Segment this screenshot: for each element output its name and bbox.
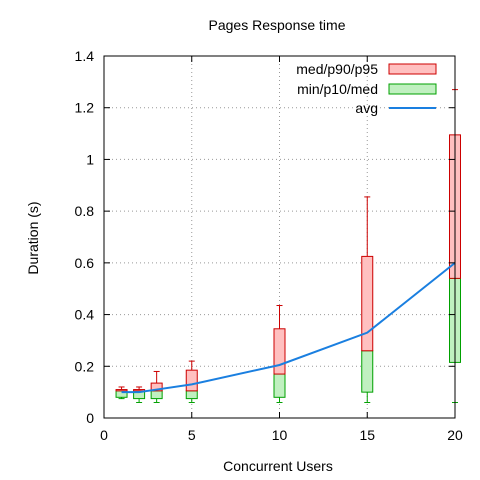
box-series [115,89,461,403]
x-tick-label: 0 [100,427,108,443]
y-tick-label: 0.2 [75,358,95,374]
avg-series [121,262,456,394]
y-tick-label: 1.4 [75,48,95,64]
x-axis-label: Concurrent Users [223,458,333,474]
y-tick-label: 0 [86,410,94,426]
lower-box [150,390,163,400]
x-tick-label: 5 [188,427,196,443]
lower-box [273,373,286,398]
y-tick-label: 1.2 [75,100,95,116]
y-tick-label: 0.6 [75,255,95,271]
x-tick-label: 15 [359,427,375,443]
avg-line [121,262,456,394]
y-axis-label: Duration (s) [25,201,41,274]
upper-box [361,255,374,352]
legend-label-upper-box: med/p90/p95 [296,61,378,77]
y-tick-label: 1 [86,151,94,167]
upper-box [133,389,146,392]
lower-box [185,390,198,400]
legend-swatch-upper-box [388,63,437,75]
x-tick-label: 20 [447,427,463,443]
y-tick-label: 0.4 [75,307,95,323]
lower-box [361,350,374,393]
chart-title: Pages Response time [209,17,346,33]
upper-box [150,382,163,392]
upper-box [115,389,128,392]
legend-swatch-lower-box [388,83,437,95]
upper-box [273,328,286,375]
legend: med/p90/p95 min/p10/med avg [296,61,437,116]
axis-ticks: 0 5 10 15 20 0 0.2 0.4 0.6 0.8 1 1.2 1.4 [75,48,463,443]
x-tick-label: 10 [272,427,288,443]
legend-label-avg: avg [355,100,378,116]
y-tick-label: 0.8 [75,203,95,219]
upper-box [185,369,198,392]
legend-label-lower-box: min/p10/med [297,81,378,97]
